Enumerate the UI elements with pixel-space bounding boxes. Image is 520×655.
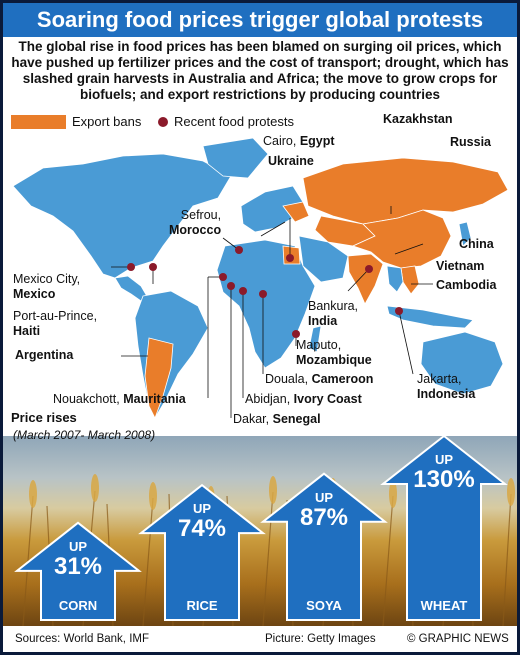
- arrow-up-label-soya: UP: [314, 489, 334, 505]
- protest-dot-sefrou: [235, 246, 243, 254]
- leader-bankura: [347, 268, 370, 292]
- legend-export-bans: Export bans: [11, 114, 141, 129]
- arrow-soya: [260, 472, 388, 621]
- label-dakar: Dakar, Senegal: [233, 412, 321, 426]
- middle-east-landmass: [298, 235, 349, 283]
- label-russia: Russia: [450, 135, 491, 149]
- indonesia-landmass: [386, 305, 474, 329]
- arrow-crop-label-corn: CORN: [58, 598, 98, 613]
- label-nouakchott: Nouakchott, Mauritania: [53, 392, 186, 406]
- label-maputo: Maputo, Mozambique: [296, 338, 372, 367]
- arrow-rice: [138, 483, 266, 621]
- arrow-up-label-wheat: UP: [434, 452, 454, 467]
- protest-dot-mexico-city: [127, 263, 135, 271]
- page-title: Soaring food prices trigger global prote…: [36, 7, 484, 32]
- intro-text: The global rise in food prices has been …: [11, 39, 509, 102]
- footer-picture-credit: Picture: Getty Images: [265, 633, 376, 645]
- world-map: Export bans Recent food protests Kazakhs…: [3, 106, 517, 436]
- title-bar: Soaring food prices trigger global prote…: [3, 3, 517, 37]
- leader-jakarta: [398, 310, 414, 375]
- protest-dots: [127, 246, 403, 338]
- arrow-wheat: [380, 434, 508, 621]
- arrow-up-label-rice: UP: [192, 501, 212, 517]
- arrow-pct-label-corn: 31%: [53, 552, 103, 580]
- protest-dot-douala: [259, 290, 267, 298]
- protest-dot-abidjan: [239, 287, 247, 295]
- greenland-landmass: [202, 137, 269, 179]
- label-bankura: Bankura, India: [308, 299, 359, 328]
- price-rises-period: (March 2007- March 2008): [13, 428, 156, 442]
- label-sefrou: Sefrou, Morocco: [169, 208, 222, 237]
- label-mexico-city: Mexico City, Mexico: [13, 272, 81, 301]
- protest-dot-bankura: [365, 265, 373, 273]
- protest-dot-cairo: [286, 254, 294, 262]
- label-ukraine: Ukraine: [268, 154, 314, 168]
- arrow-pct-label-wheat: 130%: [413, 466, 475, 493]
- footer: Sources: World Bank, IMF Picture: Getty …: [3, 626, 517, 652]
- arrow-crop-label-rice: RICE: [186, 598, 218, 613]
- legend-protests: Recent food protests: [158, 114, 294, 129]
- price-arrows: [14, 434, 508, 621]
- label-china: China: [459, 237, 494, 251]
- price-rises-title: Price rises: [11, 410, 77, 425]
- north-america-landmass: [12, 153, 232, 279]
- china-region: [351, 209, 452, 269]
- label-argentina: Argentina: [15, 348, 74, 362]
- protest-dot-jakarta: [395, 307, 403, 315]
- japan-landmass: [458, 221, 472, 247]
- world-map-svg: [12, 137, 509, 420]
- india-region: [347, 253, 384, 305]
- arrow-pct-label-rice: 74%: [177, 515, 227, 543]
- arrow-pct-label-soya: 87%: [299, 503, 349, 531]
- export-ban-swatch: [11, 114, 66, 129]
- legend-protests-label: Recent food protests: [174, 114, 294, 129]
- russia-region: [302, 157, 509, 225]
- label-cambodia: Cambodia: [436, 278, 497, 292]
- label-jakarta: Jakarta, Indonesia: [417, 372, 476, 401]
- arrow-up-label-corn: UP: [68, 538, 88, 554]
- label-abidjan: Abidjan, Ivory Coast: [245, 392, 362, 406]
- label-vietnam: Vietnam: [436, 259, 485, 273]
- southeast-asia-landmass: [386, 265, 404, 293]
- label-kazakhstan: Kazakhstan: [383, 112, 453, 126]
- ukraine-region: [282, 201, 310, 223]
- madagascar-landmass: [308, 325, 322, 353]
- arrow-crop-label-soya: SOYA: [306, 598, 342, 613]
- leader-lines: [111, 206, 433, 418]
- argentina-region: [144, 337, 174, 420]
- footer-credit: © GRAPHIC NEWS: [407, 633, 509, 645]
- label-douala: Douala, Cameroon: [265, 372, 374, 386]
- protest-dot-port-au-prince: [149, 263, 157, 271]
- arrow-crop-label-wheat: WHEAT: [420, 598, 468, 613]
- label-cairo: Cairo, Egypt: [263, 134, 335, 148]
- protest-dot-maputo: [292, 330, 300, 338]
- label-port-au-prince: Port-au-Prince, Haiti: [13, 309, 98, 338]
- australia-landmass: [420, 331, 504, 395]
- leader-china: [394, 243, 424, 255]
- protest-dot-swatch: [158, 116, 168, 127]
- leader-ukraine: [260, 221, 286, 237]
- legend-export-bans-label: Export bans: [72, 114, 142, 129]
- footer-sources: Sources: World Bank, IMF: [15, 633, 149, 645]
- protest-dot-nouakchott: [219, 273, 227, 281]
- protest-dot-dakar: [227, 282, 235, 290]
- arrow-corn: [14, 521, 142, 621]
